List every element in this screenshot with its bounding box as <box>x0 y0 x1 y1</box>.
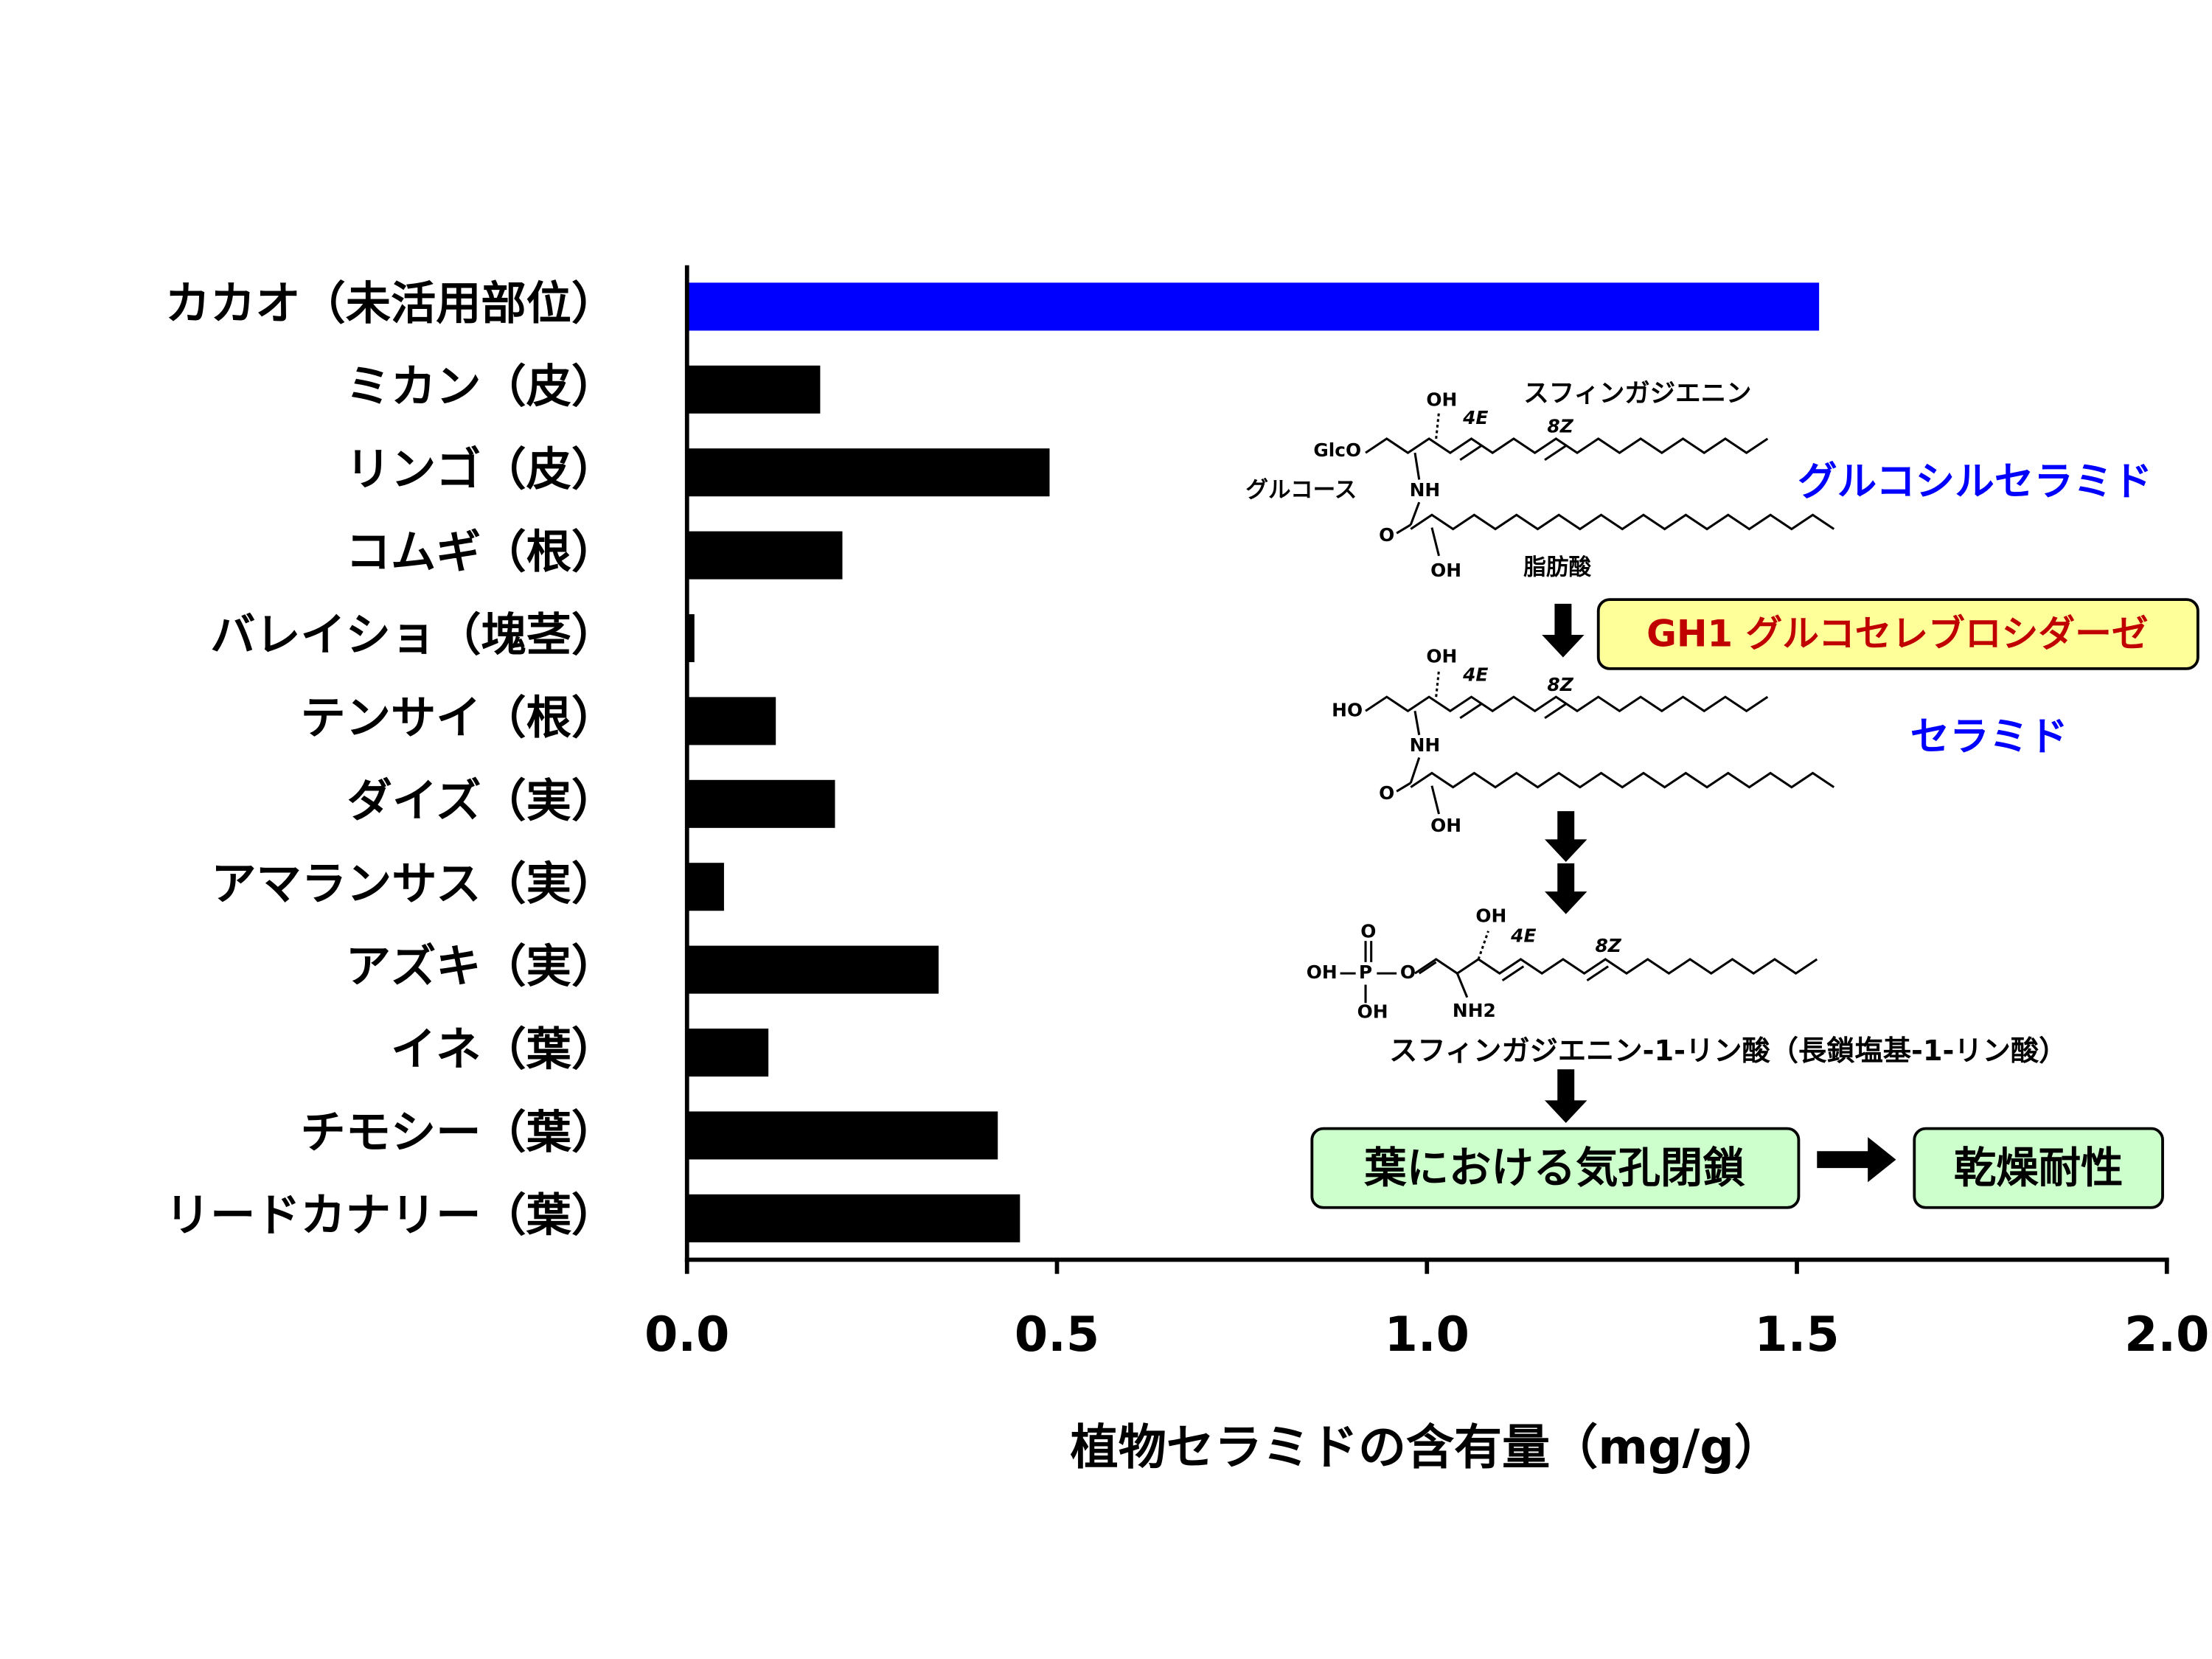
y-tick-label: アズキ（実） <box>346 941 616 993</box>
bar <box>686 945 939 994</box>
bar <box>686 697 776 745</box>
chain <box>1365 437 1769 454</box>
enzyme-box <box>1596 598 2199 670</box>
x-tick-label: 2.0 <box>2124 1307 2209 1363</box>
x-tick-label: 0.5 <box>1015 1307 1099 1363</box>
structure-label: グルコース <box>1245 477 1357 503</box>
atom-label: NH <box>1410 479 1441 501</box>
chain <box>1410 771 1835 789</box>
arrow <box>1545 863 1587 914</box>
bond <box>1413 711 1421 736</box>
y-tick-label: リンゴ（皮） <box>346 443 616 495</box>
bond <box>1413 452 1421 480</box>
bond <box>1409 501 1421 526</box>
bond <box>1435 411 1441 439</box>
double-bond <box>1459 703 1482 720</box>
chain <box>1410 513 1835 531</box>
bond <box>1430 527 1441 557</box>
atom-label: NH <box>1410 734 1441 756</box>
bar <box>686 779 835 828</box>
atom-label: O <box>1360 921 1376 942</box>
atom-label: HO <box>1332 699 1363 720</box>
atom-label: NH2 <box>1453 1000 1496 1021</box>
x-axis-label: 植物セラミドの含有量（mg/g） <box>1071 1420 1782 1475</box>
y-tick-label: チモシー（葉） <box>301 1107 617 1159</box>
bond <box>1409 757 1421 784</box>
structure-label: スフィンガジエニン <box>1523 379 1751 408</box>
y-tick-label: リードカナリー（葉） <box>165 1189 616 1242</box>
bar <box>686 531 843 580</box>
bond <box>1477 931 1489 960</box>
y-tick-label: カカオ（未活用部位） <box>165 277 616 330</box>
effect-box <box>1310 1127 1801 1209</box>
double-bond <box>1544 703 1567 720</box>
bar <box>686 1194 1020 1242</box>
atom-label: P <box>1359 961 1372 983</box>
atom-label: OH <box>1430 560 1461 581</box>
bond-label: 8Z <box>1547 674 1573 695</box>
result-label: 乾燥耐性 <box>1954 1144 2124 1193</box>
atom-label: OH <box>1426 389 1457 410</box>
chain <box>1365 695 1769 713</box>
y-tick-label: コムギ（根） <box>346 526 616 579</box>
atom-label: OH <box>1426 646 1457 667</box>
atom-label: OH <box>1430 815 1461 836</box>
compound-label: セラミド <box>1910 713 2068 759</box>
double-bond <box>1586 965 1609 981</box>
bond <box>1435 669 1441 698</box>
bar <box>686 1029 769 1077</box>
effect-label: 葉における気孔閉鎖 <box>1363 1144 1745 1193</box>
bar <box>686 1111 998 1160</box>
arrows <box>1542 603 1896 1183</box>
arrow <box>1545 811 1587 863</box>
structure-label: 脂肪酸 <box>1523 555 1591 581</box>
compound-label: スフィンガジエニン-1-リン酸（長鎖塩基-1-リン酸） <box>1389 1034 2067 1068</box>
double-bond <box>1544 445 1567 461</box>
bond <box>1455 973 1469 998</box>
x-tick-label: 1.0 <box>1385 1307 1470 1363</box>
bar <box>686 863 724 911</box>
bar <box>686 613 695 663</box>
y-tick-label: アマランサス（実） <box>211 858 616 910</box>
atom-label: OH <box>1357 1001 1388 1023</box>
bar <box>686 448 1050 497</box>
y-tick-label: ミカン（皮） <box>346 361 616 413</box>
atom-label: OH <box>1307 961 1338 983</box>
chain <box>1414 958 1818 975</box>
y-tick-label: バレイショ（塊茎） <box>210 609 616 661</box>
bond-label: 8Z <box>1595 935 1621 956</box>
double-bond <box>1501 965 1525 981</box>
bar <box>686 282 1820 331</box>
atom-label: GlcO <box>1313 439 1361 461</box>
y-tick-label: テンサイ（根） <box>301 692 617 745</box>
bar <box>686 365 821 414</box>
enzyme-label: GH1 グルコセレブロシダーゼ <box>1646 612 2148 655</box>
bond <box>1396 524 1412 535</box>
atom-label: OH <box>1475 905 1506 927</box>
atom-label: O <box>1400 961 1416 983</box>
y-tick-label: イネ（葉） <box>391 1023 616 1076</box>
atom-label: O <box>1379 782 1394 804</box>
bond-label: 4E <box>1462 664 1488 685</box>
arrow <box>1545 1069 1587 1123</box>
bond <box>1396 782 1412 793</box>
double-bond <box>1459 445 1482 461</box>
bond-label: 4E <box>1510 925 1536 946</box>
bond <box>1418 961 1437 975</box>
result-box <box>1913 1127 2164 1209</box>
y-tick-label: ダイズ（実） <box>347 775 616 827</box>
x-tick-label: 0.0 <box>644 1307 729 1363</box>
bond <box>1430 785 1441 815</box>
chemical-structures <box>1340 411 1835 1004</box>
arrow <box>1542 603 1585 658</box>
bond-label: 4E <box>1462 407 1488 428</box>
compound-label: グルコシルセラミド <box>1798 458 2152 504</box>
x-tick-label: 1.5 <box>1754 1307 1839 1363</box>
arrow <box>1817 1137 1896 1183</box>
atom-label: O <box>1379 524 1394 546</box>
bond-label: 8Z <box>1547 416 1573 437</box>
